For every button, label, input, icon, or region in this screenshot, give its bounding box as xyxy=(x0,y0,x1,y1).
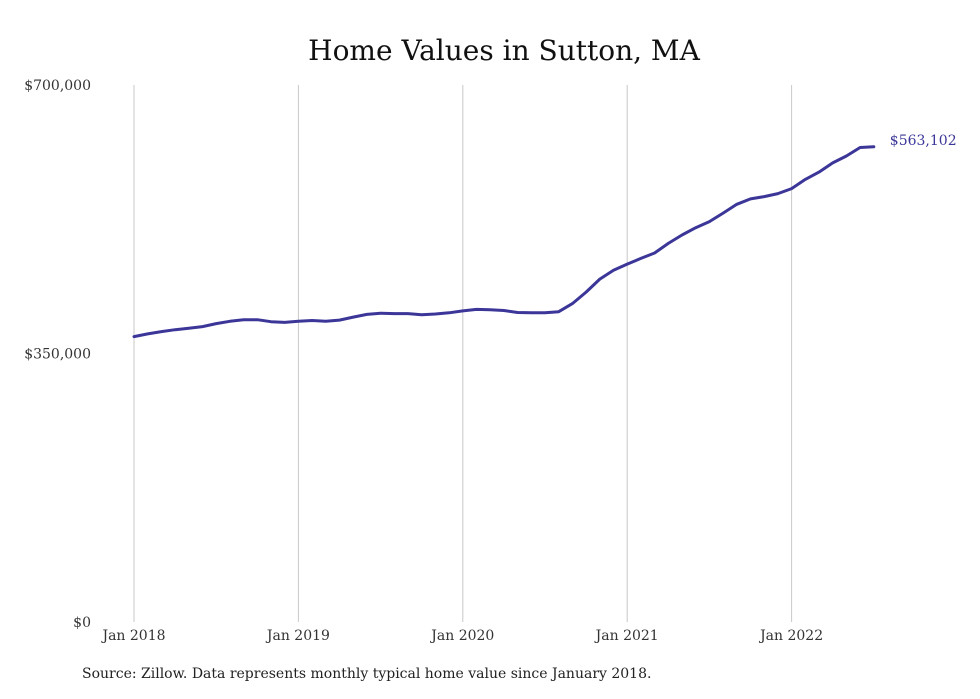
x-tick-label: Jan 2020 xyxy=(429,628,494,644)
line-chart: Home Values in Sutton, MA $0 $350,000 $700… xyxy=(24,34,957,644)
y-tick-label: $350,000 xyxy=(24,347,91,363)
x-tick-label: Jan 2022 xyxy=(758,628,823,644)
x-axis-ticks: Jan 2018 Jan 2019 Jan 2020 Jan 2021 Jan 2022 xyxy=(100,628,823,644)
series-line-home-value xyxy=(132,145,876,339)
x-tick-label: Jan 2019 xyxy=(265,628,330,644)
x-tick-label: Jan 2018 xyxy=(100,628,165,644)
end-value-label: $563,102 xyxy=(890,133,957,149)
grid-lines xyxy=(133,85,793,622)
x-tick-label: Jan 2021 xyxy=(594,628,659,644)
chart-title: Home Values in Sutton, MA xyxy=(308,34,700,67)
y-tick-label: $0 xyxy=(73,615,91,631)
y-tick-label: $700,000 xyxy=(24,78,91,94)
source-note: Source: Zillow. Data represents monthly … xyxy=(82,666,652,682)
y-axis-ticks: $0 $350,000 $700,000 xyxy=(24,78,91,631)
